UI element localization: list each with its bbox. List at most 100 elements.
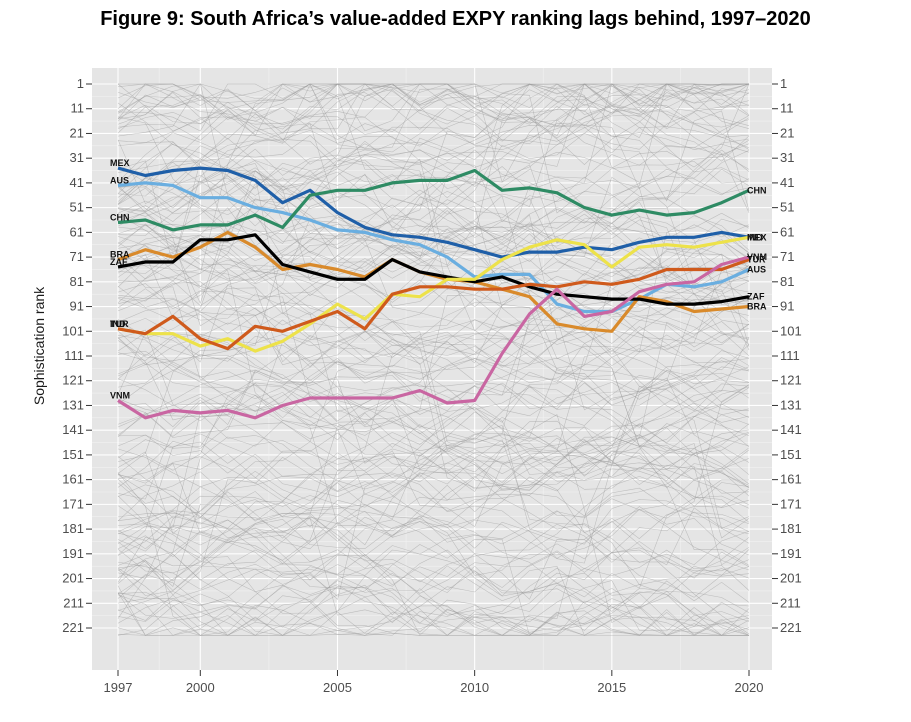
background-line xyxy=(117,260,750,491)
x-tick-label: 2015 xyxy=(597,680,626,695)
background-line xyxy=(117,123,750,293)
y-tick-label-right: 81 xyxy=(780,274,794,289)
background-line xyxy=(117,242,750,316)
background-line xyxy=(117,434,750,501)
y-tick-label: 61 xyxy=(70,224,84,239)
background-line xyxy=(118,83,750,150)
background-line xyxy=(117,83,750,233)
y-tick-label-right: 221 xyxy=(780,620,802,635)
highlighted-series xyxy=(117,166,750,420)
background-line xyxy=(117,540,750,636)
background-line xyxy=(117,294,750,544)
series-label-end-bra: BRA xyxy=(747,302,767,312)
background-line xyxy=(117,83,750,280)
background-line xyxy=(117,83,750,183)
background-line xyxy=(117,143,750,304)
background-line xyxy=(117,366,750,538)
y-tick-label: 91 xyxy=(70,299,84,314)
y-tick-label: 181 xyxy=(62,521,84,536)
background-line xyxy=(117,83,749,145)
background-line xyxy=(117,174,750,349)
series-label-start-zaf: ZAF xyxy=(110,257,128,267)
background-line xyxy=(117,403,750,484)
background-line xyxy=(117,83,750,188)
series-label-end-vnm: VNM xyxy=(747,252,767,262)
y-tick-label-right: 201 xyxy=(780,571,802,586)
background-line xyxy=(117,293,750,561)
background-line xyxy=(117,83,750,213)
y-tick-label-right: 131 xyxy=(780,397,802,412)
y-tick-label: 21 xyxy=(70,125,84,140)
chart-title: Figure 9: South Africa’s value-added EXP… xyxy=(100,8,811,30)
background-line xyxy=(117,408,750,579)
background-line xyxy=(117,212,750,579)
background-line xyxy=(117,384,750,517)
background-line xyxy=(117,336,750,480)
series-line-mex xyxy=(117,166,750,259)
x-tick-label: 1997 xyxy=(104,680,133,695)
background-line xyxy=(117,240,750,310)
series-label-end-aus: AUS xyxy=(747,264,766,274)
x-tick-label: 2000 xyxy=(186,680,215,695)
background-line xyxy=(117,149,750,302)
y-tick-label: 201 xyxy=(62,571,84,586)
background-line xyxy=(117,411,750,523)
background-line xyxy=(117,149,750,288)
background-line xyxy=(117,158,750,332)
background-line xyxy=(117,83,750,146)
y-tick-label: 211 xyxy=(63,595,84,610)
background-line xyxy=(117,100,750,298)
background-line xyxy=(117,491,750,616)
y-tick-label-right: 121 xyxy=(780,373,802,388)
background-line xyxy=(117,439,750,586)
background-line xyxy=(117,138,750,247)
y-tick-label: 41 xyxy=(70,175,84,190)
background-line xyxy=(117,326,750,601)
series-label-end-tur: TUR xyxy=(747,255,766,265)
background-line xyxy=(117,547,750,636)
y-tick-label: 101 xyxy=(62,323,84,338)
y-tick-label-right: 1 xyxy=(780,76,787,91)
y-tick-label: 11 xyxy=(71,101,85,116)
series-label-start-vnm: VNM xyxy=(110,391,130,401)
y-tick-label: 191 xyxy=(62,546,84,561)
background-line xyxy=(117,548,750,636)
background-line xyxy=(117,330,750,500)
y-axis-left: 1112131415161718191101111121131141151161… xyxy=(62,76,92,635)
series-line-tur xyxy=(117,258,750,351)
background-line xyxy=(117,337,750,532)
background-line xyxy=(117,83,750,240)
y-tick-label: 151 xyxy=(62,447,84,462)
background-line xyxy=(117,83,750,190)
y-tick-label-right: 31 xyxy=(780,150,794,165)
background-line xyxy=(117,207,750,305)
x-tick-label: 2010 xyxy=(460,680,489,695)
background-line xyxy=(117,268,750,492)
y-tick-label-right: 91 xyxy=(780,299,794,314)
background-line xyxy=(117,253,750,409)
background-line xyxy=(117,397,750,482)
background-line xyxy=(117,382,750,549)
background-line xyxy=(117,471,750,543)
background-line xyxy=(117,83,750,312)
background-line xyxy=(117,549,750,636)
y-tick-label-right: 11 xyxy=(780,101,794,116)
background-line xyxy=(117,347,750,452)
series-line-chn xyxy=(117,168,750,232)
background-line xyxy=(117,336,750,533)
background-line xyxy=(117,427,750,619)
y-tick-label-right: 151 xyxy=(780,447,802,462)
background-line xyxy=(117,517,749,636)
background-line xyxy=(117,176,750,474)
y-tick-label: 121 xyxy=(62,373,84,388)
background-line xyxy=(117,162,750,448)
background-line xyxy=(117,566,750,636)
y-tick-label-right: 51 xyxy=(780,200,794,215)
background-line xyxy=(117,307,750,534)
background-line xyxy=(117,246,750,398)
background-line xyxy=(117,452,750,600)
y-tick-label-right: 171 xyxy=(780,496,802,511)
background-line xyxy=(117,391,750,624)
background-line xyxy=(117,476,750,581)
